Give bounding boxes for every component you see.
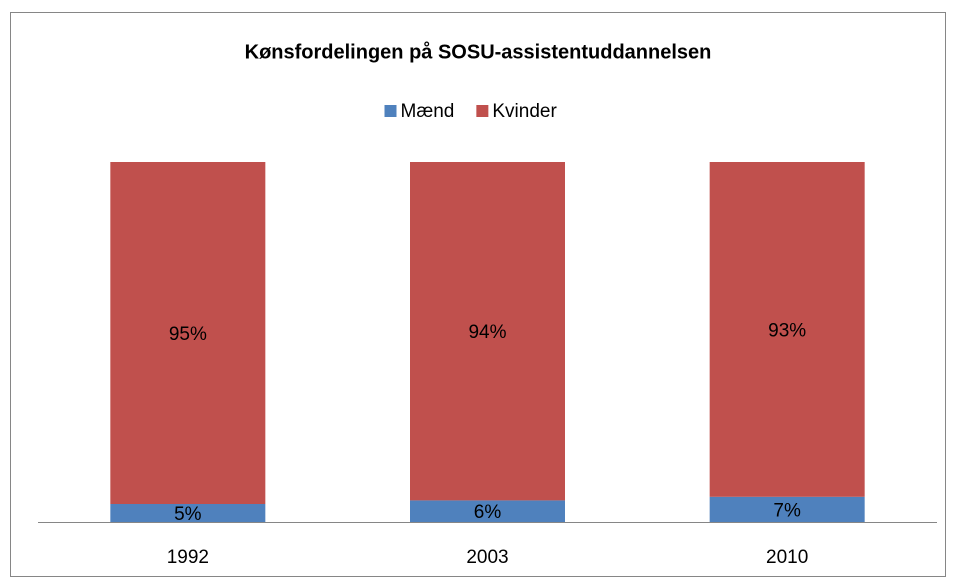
data-label: 7% — [773, 500, 801, 521]
bar-segment — [410, 500, 565, 522]
legend-swatch — [476, 105, 489, 117]
x-tick-label: 1992 — [167, 547, 209, 568]
legend-swatch — [384, 105, 397, 117]
bar-segment — [110, 162, 266, 504]
plot-area: 5% 95% 1992 6% 94% 2003 7% 93% 2010 — [110, 162, 865, 568]
bar-segment — [709, 162, 865, 497]
bar-segment — [110, 504, 266, 522]
bar-segment — [410, 162, 565, 501]
legend-label: Mænd — [401, 101, 455, 122]
legend-label: Kvinder — [492, 101, 557, 122]
data-label: 5% — [174, 504, 202, 525]
data-label: 93% — [768, 320, 806, 341]
x-tick-label: 2010 — [766, 547, 808, 568]
data-label: 6% — [474, 502, 502, 523]
bar-segment — [709, 496, 865, 522]
data-label: 95% — [169, 324, 207, 345]
legend: Mænd Kvinder — [384, 101, 557, 122]
data-label: 94% — [468, 322, 506, 343]
chart-title: Kønsfordelingen på SOSU-assistentuddanne… — [245, 40, 712, 63]
x-tick-label: 2003 — [466, 547, 508, 568]
